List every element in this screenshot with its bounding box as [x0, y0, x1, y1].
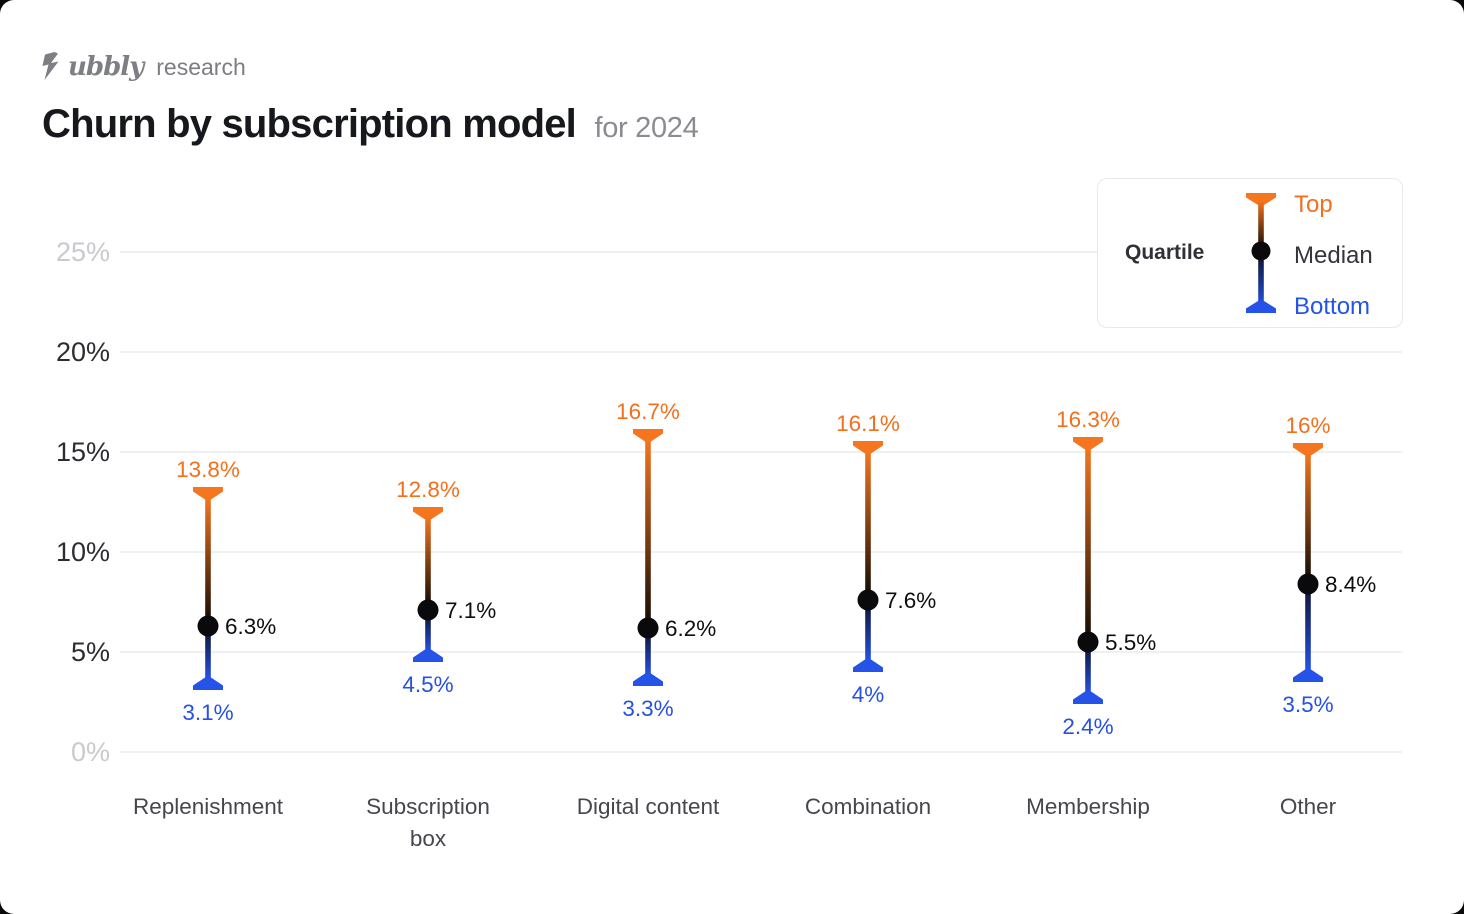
legend-title: Quartile [1125, 241, 1205, 264]
x-axis-label-digital-content: Digital content [577, 794, 720, 819]
x-axis-label-membership: Membership [1026, 794, 1150, 819]
title-row: Churn by subscription model for 2024 [42, 102, 699, 147]
x-axis-label-subscription-box: box [410, 826, 447, 851]
upper-stem [205, 497, 211, 622]
bottom-value-combination: 4% [852, 682, 885, 707]
lightning-bolt-icon [42, 52, 59, 80]
median-value-subscription-box: 7.1% [445, 598, 496, 623]
median-dot [1297, 573, 1319, 595]
median-dot [417, 599, 439, 621]
bottom-value-digital-content: 3.3% [622, 696, 673, 721]
median-value-combination: 7.6% [885, 588, 936, 613]
brand-wordmark: ubbly [68, 52, 144, 82]
x-axis-label-other: Other [1280, 794, 1337, 819]
top-value-combination: 16.1% [836, 411, 900, 436]
upper-stem [865, 451, 871, 596]
y-tick-label-25%: 25% [56, 237, 110, 267]
marker-replenishment [193, 487, 223, 690]
bottom-value-replenishment: 3.1% [182, 700, 233, 725]
x-axis-label-combination: Combination [805, 794, 931, 819]
page-subtitle: for 2024 [594, 112, 699, 144]
y-tick-label-20%: 20% [56, 337, 110, 367]
top-quartile-cap [853, 441, 883, 454]
median-value-replenishment: 6.3% [225, 614, 276, 639]
upper-stem [1085, 447, 1091, 638]
bottom-quartile-cap [1073, 691, 1103, 704]
top-quartile-cap [633, 429, 663, 442]
upper-stem [1305, 453, 1311, 580]
top-value-other: 16% [1285, 413, 1330, 438]
lower-stem [1305, 588, 1311, 672]
bottom-value-membership: 2.4% [1062, 714, 1113, 739]
lower-stem [425, 614, 431, 652]
top-quartile-cap [1293, 443, 1323, 456]
median-value-other: 8.4% [1325, 572, 1376, 597]
bottom-value-subscription-box: 4.5% [402, 672, 453, 697]
brand-suffix: research [156, 54, 246, 80]
median-dot [637, 617, 659, 639]
upper-stem [425, 517, 431, 606]
y-tick-label-15%: 15% [56, 437, 110, 467]
legend-item-median: Median [1294, 242, 1373, 269]
lower-stem [645, 632, 651, 676]
upper-stem [645, 439, 651, 624]
median-dot [197, 615, 219, 637]
marker-other [1293, 443, 1323, 682]
top-quartile-cap [193, 487, 223, 500]
brand-logo: ubbly research [42, 50, 246, 80]
lower-stem [865, 604, 871, 662]
top-quartile-cap [1073, 437, 1103, 450]
median-dot [1077, 631, 1099, 653]
legend-item-bottom: Bottom [1294, 293, 1371, 320]
median-value-membership: 5.5% [1105, 630, 1156, 655]
y-tick-label-0%: 0% [71, 737, 110, 767]
x-axis-label-replenishment: Replenishment [133, 794, 284, 819]
y-tick-label-5%: 5% [71, 637, 110, 667]
bottom-quartile-cap [413, 649, 443, 662]
x-axis-label-subscription-box: Subscription [366, 794, 490, 819]
top-value-digital-content: 16.7% [616, 399, 680, 424]
marker-combination [853, 441, 883, 672]
marker-membership [1073, 437, 1103, 704]
bottom-quartile-cap [1293, 669, 1323, 682]
top-value-membership: 16.3% [1056, 407, 1120, 432]
median-dot [857, 589, 879, 611]
median-value-digital-content: 6.2% [665, 616, 716, 641]
bottom-value-other: 3.5% [1282, 692, 1333, 717]
lower-stem [205, 630, 211, 680]
marker-digital-content [633, 429, 663, 686]
page-title: Churn by subscription model [42, 102, 577, 146]
bottom-quartile-cap [853, 659, 883, 672]
legend: Quartile Top Median Bottom [1097, 178, 1403, 328]
bottom-quartile-cap [633, 673, 663, 686]
top-value-replenishment: 13.8% [176, 457, 240, 482]
lower-stem [1085, 646, 1091, 694]
bottom-quartile-cap [193, 677, 223, 690]
top-quartile-cap [413, 507, 443, 520]
top-value-subscription-box: 12.8% [396, 477, 460, 502]
marker-subscription-box [413, 507, 443, 662]
quartile-range-icon [1244, 192, 1278, 321]
legend-item-top: Top [1294, 191, 1333, 218]
y-tick-label-10%: 10% [56, 537, 110, 567]
